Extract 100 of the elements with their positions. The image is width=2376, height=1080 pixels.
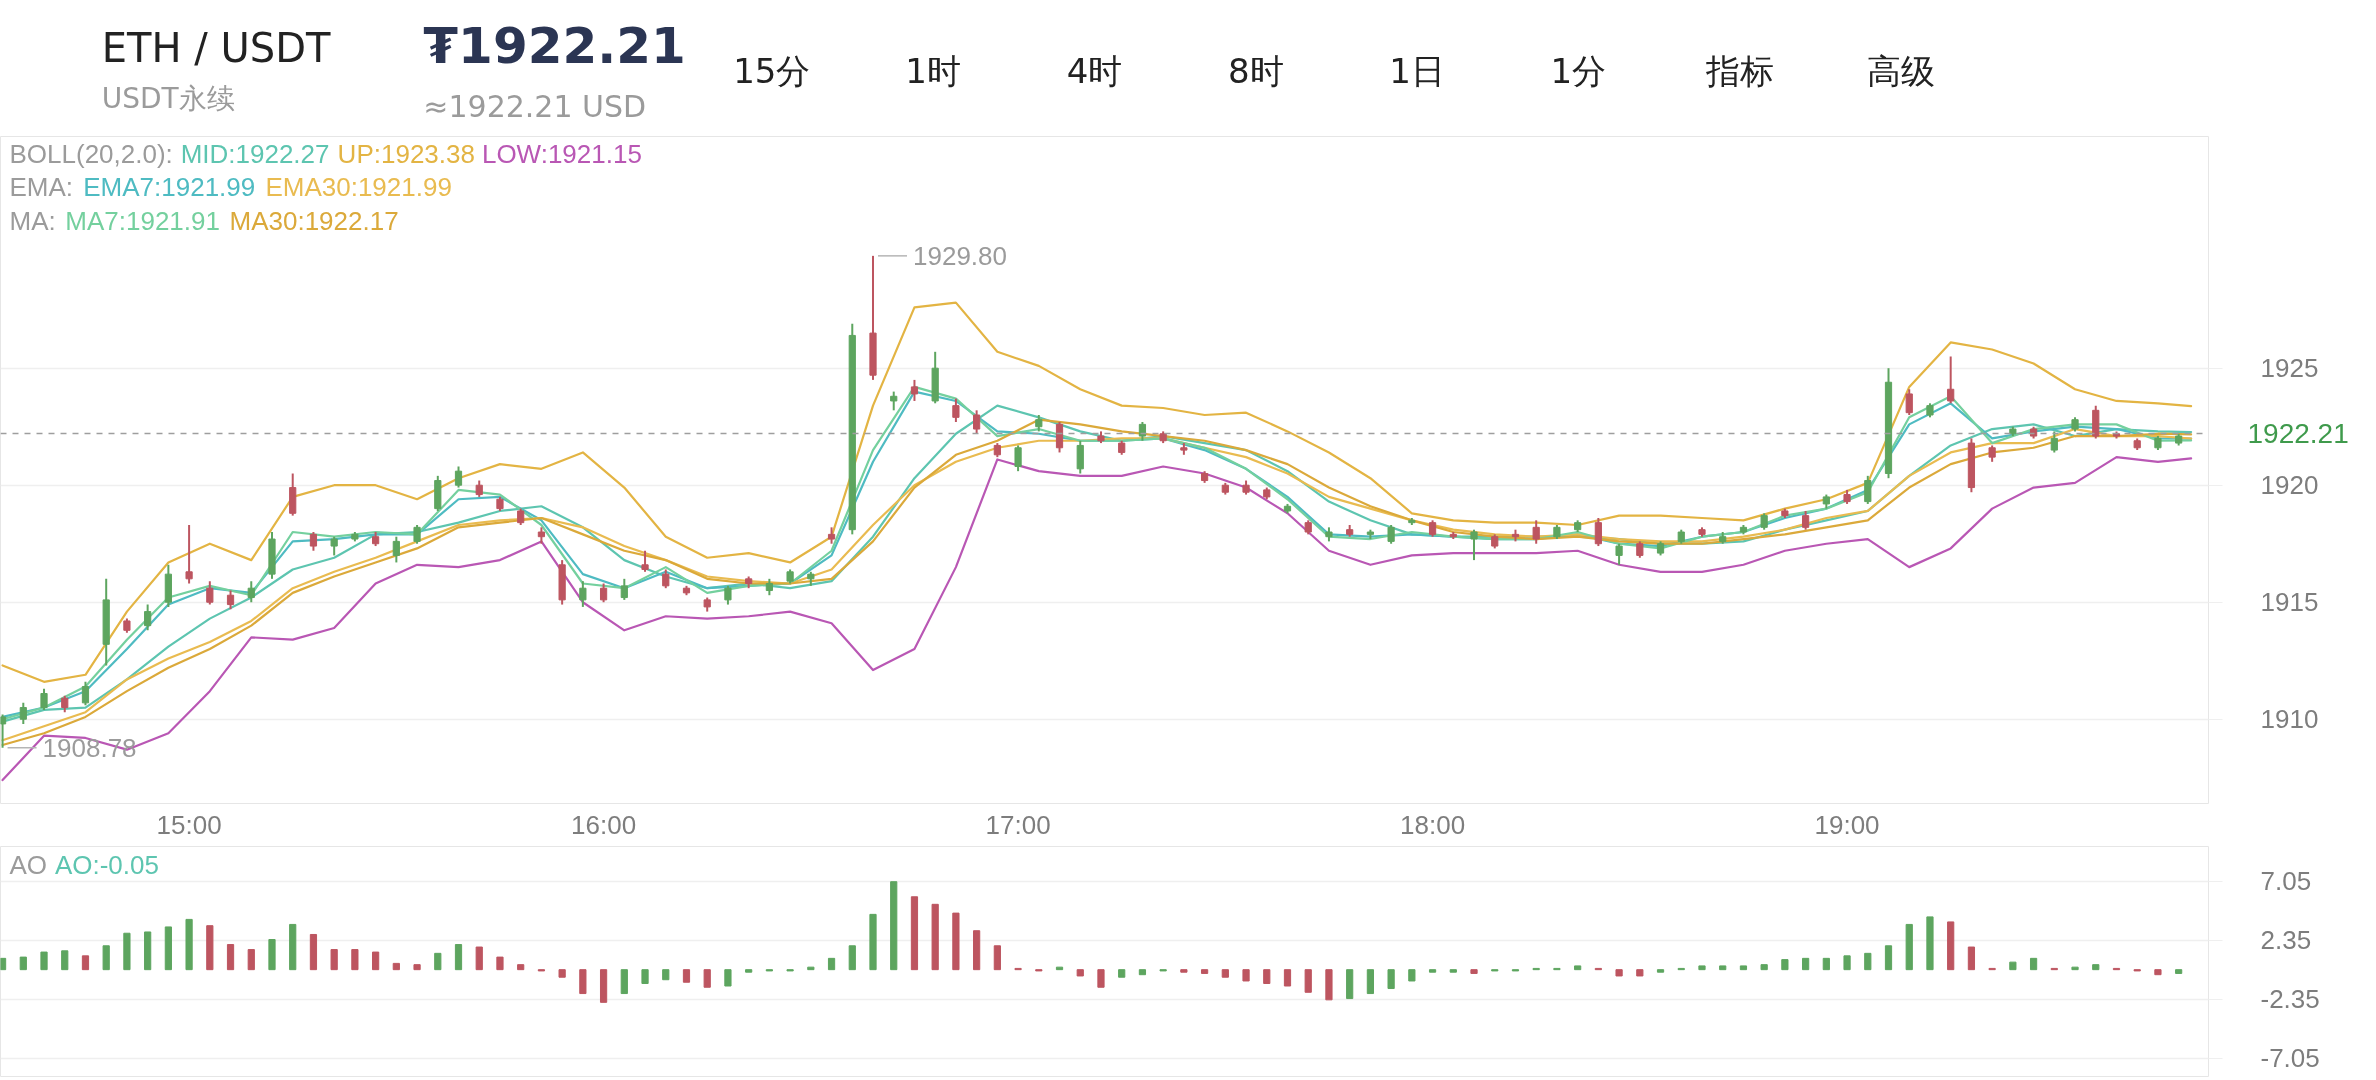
text: 8时	[1227, 50, 1284, 91]
bar	[1242, 969, 1250, 982]
candlestick	[1594, 516, 1602, 548]
annotation: BOLL(20,2.0):	[9, 138, 173, 169]
bar	[1428, 969, 1437, 973]
candlestick	[392, 535, 400, 564]
bar	[454, 944, 463, 971]
bar	[641, 969, 649, 984]
candlestick	[144, 603, 152, 632]
bar	[61, 950, 69, 971]
text: EMA7:1921.99	[83, 172, 256, 202]
bar	[579, 969, 587, 995]
bar	[1719, 965, 1727, 971]
annotation: 1908.78	[42, 732, 137, 763]
bar	[475, 946, 483, 971]
candlestick	[662, 568, 670, 590]
y-tick-label: -2.35	[2260, 984, 2320, 1015]
candlestick	[952, 397, 960, 424]
candlestick	[890, 390, 898, 412]
bar	[599, 969, 608, 1003]
candlestick	[724, 584, 732, 606]
bar	[1822, 957, 1830, 971]
annotation: MA:	[9, 205, 56, 236]
bar	[910, 896, 919, 971]
bar	[2154, 969, 2162, 976]
text: ≈1922.21 USD	[423, 89, 647, 124]
candlestick	[226, 589, 235, 611]
candlestick	[910, 378, 919, 402]
bar	[330, 949, 338, 971]
x-tick-label: 15:00	[156, 809, 222, 840]
bar	[123, 932, 131, 971]
bar	[1905, 923, 1913, 971]
text: EMA30:1921.99	[265, 172, 452, 202]
chart-title: AO	[9, 849, 48, 880]
bar	[434, 952, 442, 971]
candlestick	[641, 549, 649, 573]
candlestick	[1615, 542, 1623, 566]
bar	[703, 969, 711, 988]
x-tick-label: 17:00	[985, 809, 1051, 840]
bar	[1449, 969, 1457, 973]
bar	[1221, 969, 1229, 978]
bar	[1615, 969, 1623, 977]
bar	[102, 945, 110, 971]
bar	[1346, 969, 1354, 1000]
text: LOW:1921.15	[481, 138, 642, 169]
text: ₮1922.21	[423, 16, 686, 75]
bar	[81, 955, 90, 971]
y-tick-label: -7.05	[2260, 1043, 2320, 1074]
candlestick	[309, 531, 318, 552]
candlestick	[1905, 388, 1913, 416]
bar	[19, 956, 27, 971]
candlestick	[1470, 528, 1478, 562]
bar	[890, 881, 898, 971]
text: 1时	[905, 50, 961, 91]
candlestick	[185, 524, 193, 585]
ref-line-label: 1922.21	[2247, 417, 2349, 449]
candlestick	[1387, 524, 1395, 545]
bar	[392, 962, 400, 971]
bar	[268, 939, 276, 971]
bar	[1283, 969, 1292, 987]
line-series	[1, 301, 2193, 683]
bar	[206, 925, 214, 971]
bar	[1076, 969, 1084, 977]
candlestick	[81, 680, 90, 707]
line-series	[1, 456, 2193, 782]
text: ETH / USDT	[101, 24, 331, 71]
x-tick-label: 19:00	[1814, 809, 1880, 840]
bar	[2175, 969, 2183, 974]
candlestick	[1138, 421, 1147, 442]
text: 4时	[1066, 50, 1123, 91]
bar	[1387, 969, 1395, 990]
text: USDT永续	[101, 82, 235, 115]
bar	[2029, 957, 2038, 971]
candlestick	[247, 580, 255, 604]
bar	[1947, 921, 1955, 971]
bar	[724, 969, 732, 987]
bar	[351, 949, 359, 971]
bar	[2092, 964, 2100, 971]
bar	[2009, 961, 2017, 971]
candlestick	[1802, 509, 1810, 531]
bar	[745, 969, 753, 973]
candlestick	[40, 687, 48, 711]
bar	[931, 903, 939, 971]
y-tick-label: 1925	[2260, 353, 2319, 384]
annotation: 1929.80	[913, 240, 1007, 271]
candlestick	[1076, 439, 1084, 475]
y-tick-label: 1910	[2260, 704, 2319, 735]
bar	[2071, 966, 2079, 971]
bar	[1843, 955, 1851, 971]
bar	[164, 926, 172, 971]
text: MA7:1921.91	[65, 205, 220, 236]
candlestick	[413, 524, 421, 545]
bar	[1636, 969, 1644, 977]
candlestick	[19, 701, 27, 725]
bar	[1366, 969, 1375, 995]
bar	[309, 933, 318, 971]
bar	[827, 957, 836, 971]
bar	[226, 944, 235, 971]
candlestick	[579, 580, 587, 608]
y-tick-label: 7.05	[2260, 866, 2312, 897]
